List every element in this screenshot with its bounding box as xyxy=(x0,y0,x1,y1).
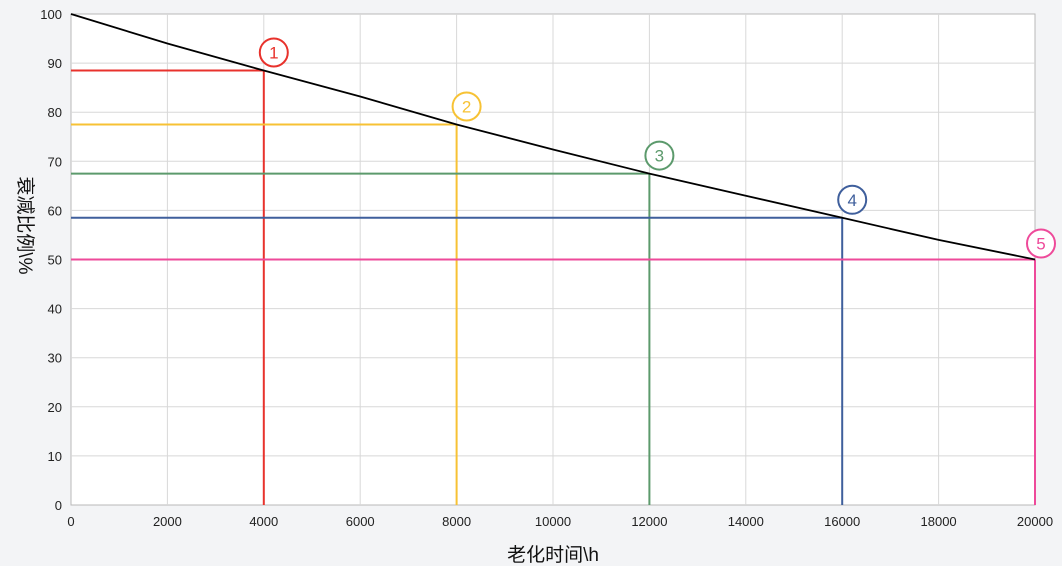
series-line xyxy=(70,13,1036,261)
x-tick-label: 2000 xyxy=(153,514,182,529)
marker-circle xyxy=(837,184,868,215)
y-tick-label: 10 xyxy=(48,449,62,464)
x-axis-title: 老化时间\h xyxy=(507,544,599,566)
marker-circle xyxy=(258,37,289,68)
marker-label: 5 xyxy=(1026,228,1056,259)
marker-label: 1 xyxy=(258,37,289,68)
marker-number: 3 xyxy=(655,147,664,166)
marker-guide-lines xyxy=(71,69,1036,505)
marker-number: 5 xyxy=(1036,235,1045,254)
y-tick-label: 80 xyxy=(48,105,62,120)
y-tick-label: 70 xyxy=(48,154,62,169)
x-tick-label: 16000 xyxy=(824,514,860,529)
tick-labels: 0 2000 4000 6000 8000 10000 12000 14000 16000 180… xyxy=(40,7,1053,529)
x-tick-label: 4000 xyxy=(249,514,278,529)
y-tick-label: 50 xyxy=(48,253,62,268)
x-tick-label: 14000 xyxy=(728,514,764,529)
marker-number: 1 xyxy=(269,43,278,62)
marker-circle xyxy=(451,91,482,122)
x-tick-label: 18000 xyxy=(921,514,957,529)
y-tick-label: 40 xyxy=(48,302,62,317)
x-tick-label: 0 xyxy=(67,514,74,529)
x-tick-label: 6000 xyxy=(346,514,375,529)
x-tick-label: 8000 xyxy=(442,514,471,529)
y-tick-label: 100 xyxy=(40,7,62,22)
marker-labels: 1 2 3 4 5 xyxy=(258,37,1056,259)
x-tick-label: 10000 xyxy=(535,514,571,529)
marker-number: 2 xyxy=(462,97,471,116)
marker-label: 3 xyxy=(644,140,675,171)
x-tick-label: 20000 xyxy=(1017,514,1053,529)
series-layer xyxy=(70,13,1036,261)
y-tick-label: 0 xyxy=(55,498,62,513)
marker-number: 4 xyxy=(847,191,856,210)
y-tick-label: 90 xyxy=(48,56,62,71)
marker-label: 2 xyxy=(451,91,482,122)
marker-label: 4 xyxy=(837,184,868,215)
y-tick-label: 20 xyxy=(48,400,62,415)
marker-circle xyxy=(1026,228,1056,259)
y-tick-label: 30 xyxy=(48,351,62,366)
x-tick-label: 12000 xyxy=(631,514,667,529)
y-axis-title: 衰减比例\% xyxy=(14,176,36,274)
marker-circle xyxy=(644,140,675,171)
y-tick-label: 60 xyxy=(48,203,62,218)
